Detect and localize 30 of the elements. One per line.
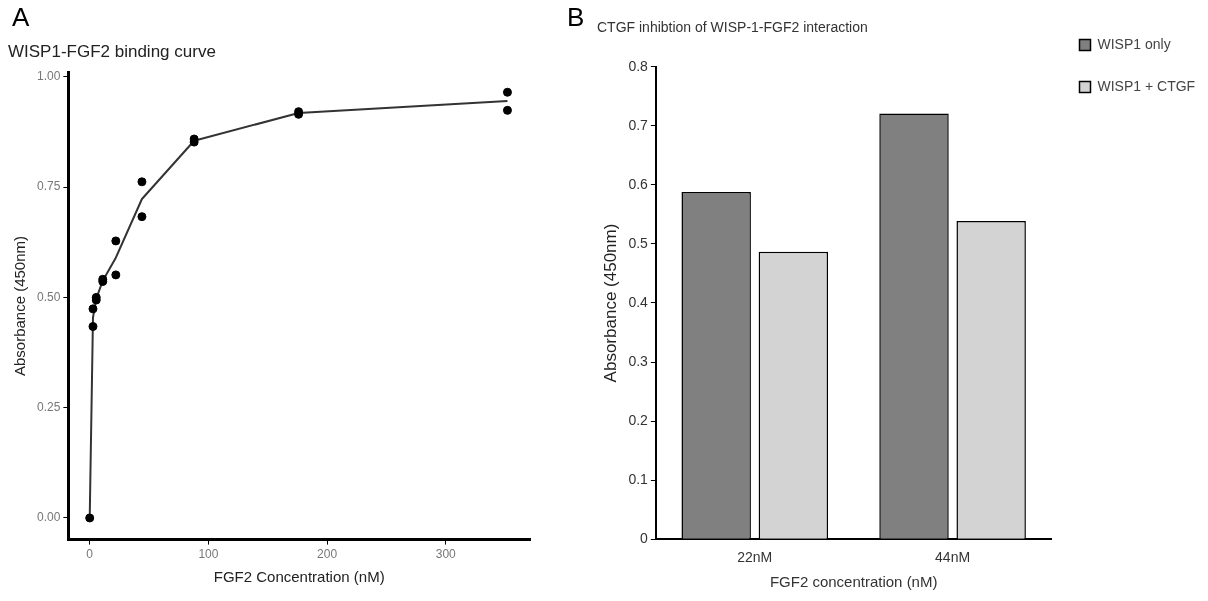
y-tick-label: 0.50: [37, 289, 61, 304]
y-tick-label: 0.5: [628, 234, 649, 251]
y-tick-label: 0: [640, 530, 649, 547]
y-tick-label: 0.1: [628, 471, 649, 488]
y-axis-title: Absorbance (450nm): [600, 223, 620, 383]
text: A: [12, 2, 30, 33]
y-tick-label: 0.2: [628, 411, 649, 428]
legend-label: WISP1 + CTGF: [1097, 77, 1196, 94]
x-tick-label: 0: [86, 547, 94, 562]
x-tick-label: 44nM: [935, 549, 971, 566]
chart-title: WISP1-FGF2 binding curve: [8, 41, 216, 61]
x-tick-label: 100: [198, 547, 219, 562]
x-tick-label: 300: [435, 547, 457, 562]
chart-title: CTGF inhibtion of WISP-1-FGF2 interaction: [597, 19, 868, 36]
y-tick-label: 1.00: [37, 69, 61, 84]
x-axis-title: FGF2 Concentration (nM): [213, 568, 385, 586]
y-axis-title: Absorbance (450nm): [11, 235, 29, 377]
text: B: [567, 2, 585, 33]
y-tick-label: 0.75: [37, 179, 61, 194]
y-tick-label: 0.6: [628, 175, 649, 192]
y-tick-label: 0.4: [628, 293, 649, 310]
x-axis-title: FGF2 concentration (nM): [769, 573, 938, 591]
x-tick-label: 200: [317, 547, 338, 562]
y-tick-label: 0.25: [37, 400, 61, 414]
y-tick-label: 0.00: [37, 510, 61, 525]
y-tick-label: 0.3: [628, 352, 649, 369]
legend-label: WISP1 only: [1097, 35, 1171, 52]
y-tick-label: 0.7: [628, 116, 649, 133]
y-tick-label: 0.8: [628, 57, 649, 74]
x-tick-label: 22nM: [737, 549, 773, 566]
